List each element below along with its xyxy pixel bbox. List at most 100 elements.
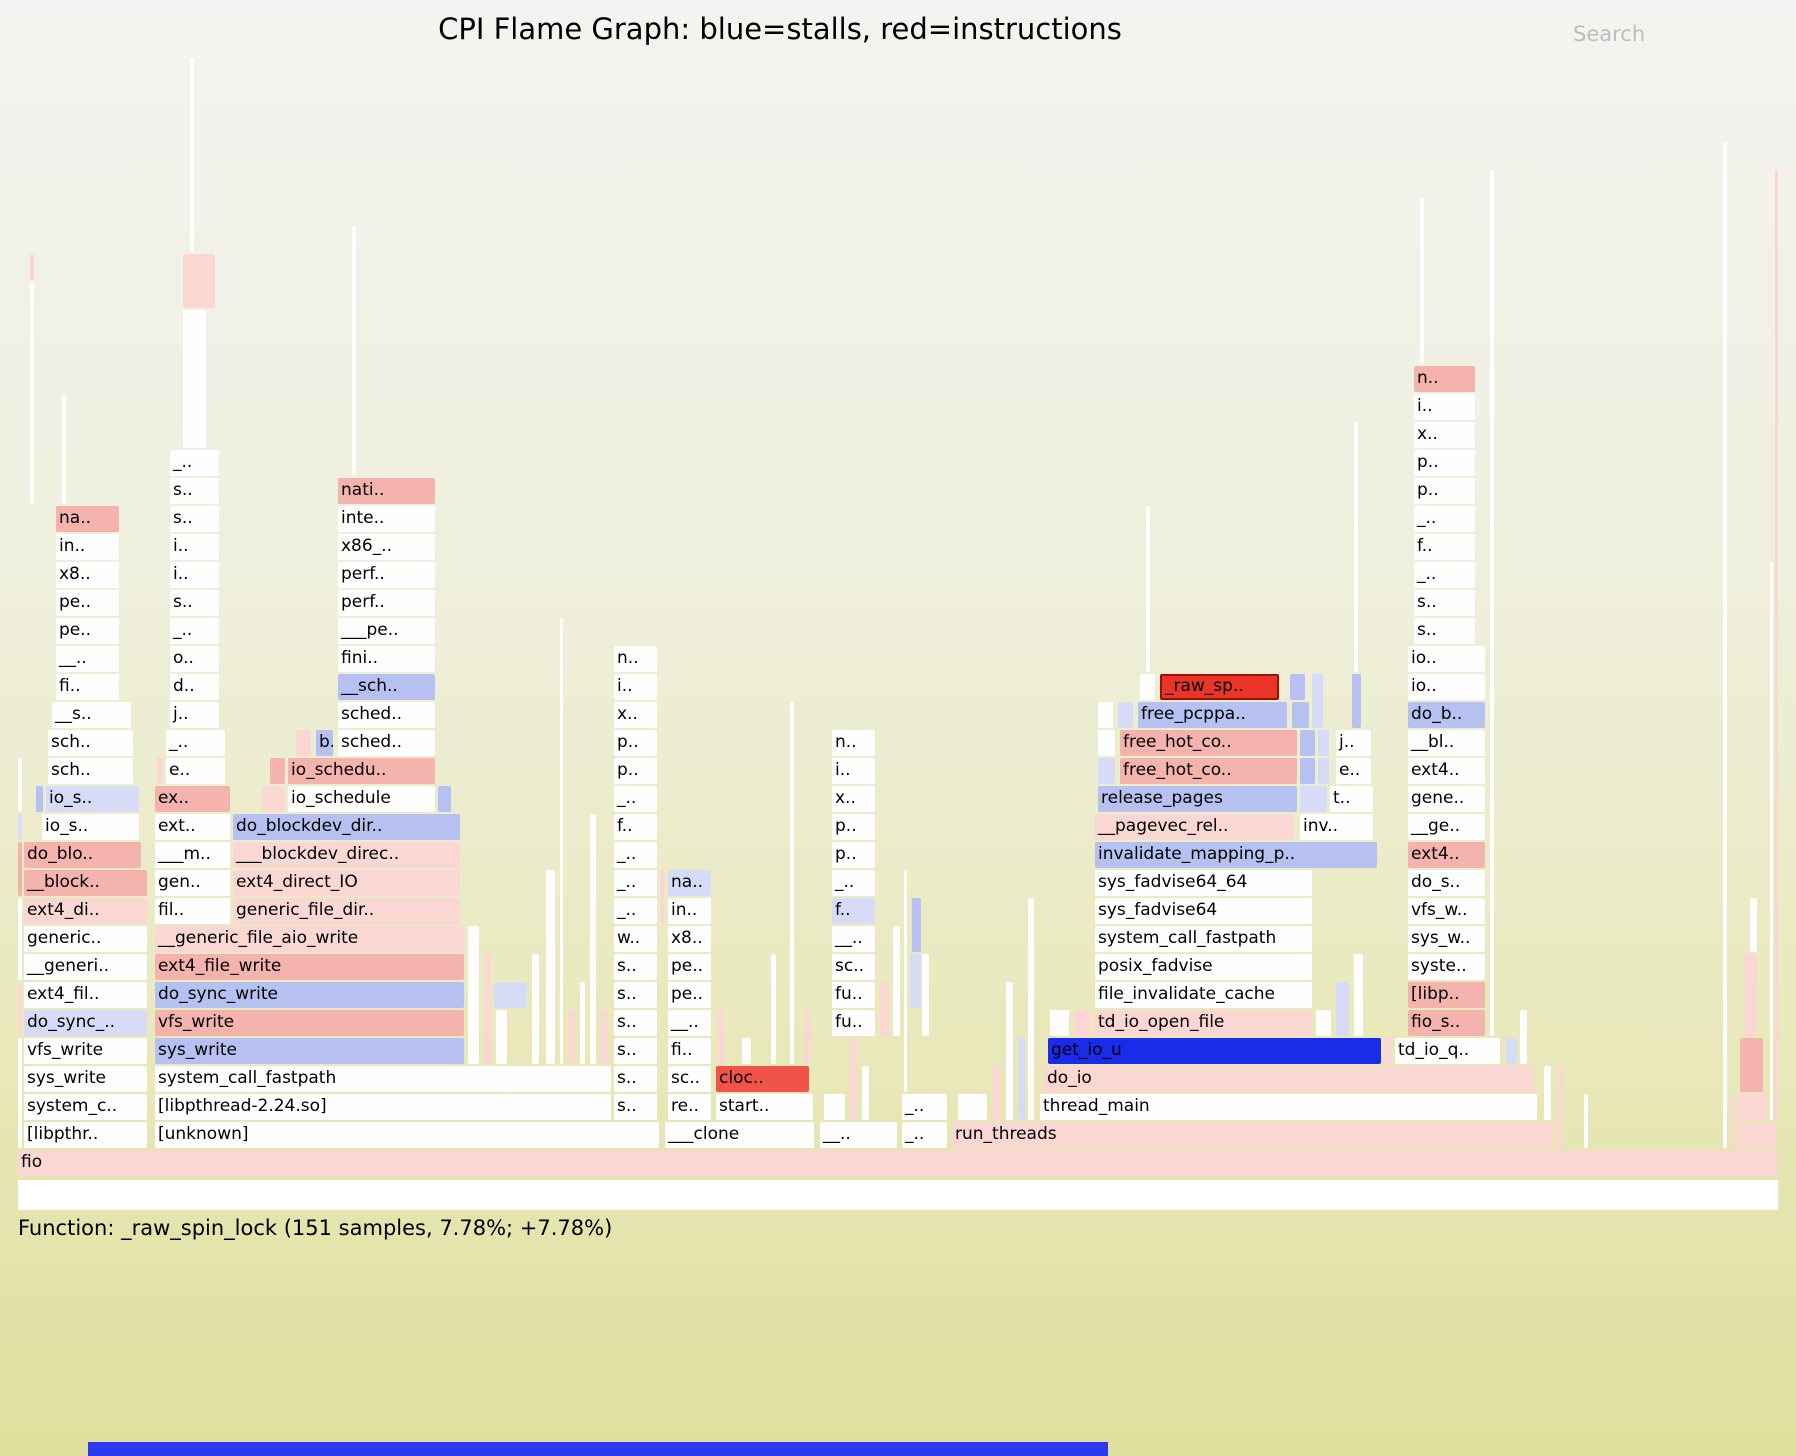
flame-frame-syste[interactable]: syste.. [1408, 954, 1485, 980]
flame-frame-io_schedu[interactable]: io_schedu.. [288, 758, 435, 784]
flame-frame[interactable] [1354, 422, 1358, 672]
flame-frame-libp[interactable]: [libp.. [1408, 982, 1485, 1008]
flame-frame[interactable] [30, 282, 34, 504]
flame-frame[interactable] [1740, 1038, 1763, 1092]
flame-frame-s[interactable]: s.. [614, 954, 657, 980]
flame-frame-fu[interactable]: fu.. [832, 1010, 875, 1036]
flame-frame[interactable] [1520, 1010, 1527, 1064]
flame-frame[interactable] [183, 310, 206, 448]
flame-frame[interactable] [30, 254, 34, 280]
flame-frame[interactable] [893, 926, 900, 1036]
flame-frame-vfs_write[interactable]: vfs_write [155, 1010, 464, 1036]
flame-frame-do_b[interactable]: do_b.. [1408, 702, 1485, 728]
flame-frame[interactable] [600, 1010, 608, 1064]
flame-frame-nati[interactable]: nati.. [338, 478, 435, 504]
flame-frame-io_s[interactable]: io_s.. [42, 814, 139, 840]
flame-frame-d[interactable]: d.. [170, 674, 219, 700]
flame-frame-free_hot_co[interactable]: free_hot_co.. [1120, 758, 1297, 784]
flame-frame-n[interactable]: n.. [832, 730, 875, 756]
flame-frame[interactable] [1336, 982, 1349, 1036]
flame-frame-ext4_direct_IO[interactable]: ext4_direct_IO [233, 870, 460, 896]
flame-frame[interactable] [1770, 562, 1773, 1120]
flame-frame-na[interactable]: na.. [56, 506, 119, 532]
flame-frame[interactable] [862, 1066, 869, 1120]
flame-frame[interactable] [18, 898, 22, 980]
flame-frame-sched[interactable]: sched.. [338, 702, 435, 728]
flame-frame[interactable] [1028, 898, 1034, 1120]
flame-frame-pe[interactable]: pe.. [668, 954, 711, 980]
flame-frame-f[interactable]: f.. [1414, 534, 1475, 560]
flame-frame[interactable] [1312, 674, 1323, 728]
flame-frame[interactable] [1352, 674, 1361, 728]
flame-frame-___pe[interactable]: ___pe.. [338, 618, 435, 644]
flame-frame-sys_w[interactable]: sys_w.. [1408, 926, 1485, 952]
flame-frame[interactable] [1420, 198, 1424, 364]
flame-frame[interactable] [190, 58, 194, 252]
flame-frame[interactable] [922, 954, 929, 1036]
flame-frame-s[interactable]: s.. [614, 982, 657, 1008]
flame-frame-sc[interactable]: sc.. [668, 1066, 711, 1092]
flame-frame-__[interactable]: __.. [56, 646, 119, 672]
flame-frame[interactable] [1300, 758, 1315, 784]
flame-frame-x8[interactable]: x8.. [56, 562, 119, 588]
flame-frame-unknown[interactable]: [unknown] [155, 1122, 659, 1148]
flame-frame[interactable] [1584, 1094, 1588, 1148]
flame-frame[interactable] [1750, 898, 1757, 952]
flame-frame-invalidate_mapping_p[interactable]: invalidate_mapping_p.. [1095, 842, 1377, 868]
flame-frame[interactable] [1098, 758, 1115, 784]
flame-frame-__pagevec_rel[interactable]: __pagevec_rel.. [1095, 814, 1294, 840]
flame-frame[interactable] [1490, 170, 1494, 1036]
flame-frame[interactable] [1506, 1038, 1517, 1064]
flame-frame-sys_write[interactable]: sys_write [24, 1066, 147, 1092]
flame-frame-sch[interactable]: sch.. [48, 730, 133, 756]
flame-frame[interactable] [1558, 1066, 1563, 1148]
flame-frame-fio[interactable]: fio [18, 1150, 1777, 1176]
flame-frame[interactable] [790, 702, 794, 1064]
flame-frame[interactable] [36, 786, 43, 812]
flame-frame-___m[interactable]: ___m.. [155, 842, 230, 868]
flame-frame-__[interactable]: __.. [820, 1122, 897, 1148]
flame-frame[interactable] [1300, 786, 1327, 812]
flame-frame-io_s[interactable]: io_s.. [46, 786, 139, 812]
flame-frame-s[interactable]: s.. [614, 1094, 657, 1120]
flame-frame[interactable] [438, 786, 451, 812]
flame-frame-n[interactable]: n.. [1414, 366, 1475, 392]
flame-frame[interactable] [270, 758, 285, 784]
flame-frame-_[interactable]: _.. [614, 898, 657, 924]
flame-frame-_[interactable]: _.. [614, 870, 657, 896]
flame-frame-pe[interactable]: pe.. [56, 618, 119, 644]
flame-frame[interactable] [904, 870, 907, 1092]
flame-frame-__[interactable]: __.. [832, 926, 875, 952]
flame-frame-sys_fadvise64_64[interactable]: sys_fadvise64_64 [1095, 870, 1312, 896]
flame-frame[interactable] [1290, 674, 1305, 700]
flame-frame-system_call_fastpath[interactable]: system_call_fastpath [155, 1066, 611, 1092]
flame-frame[interactable] [262, 786, 285, 812]
flame-frame-sc[interactable]: sc.. [832, 954, 875, 980]
flame-frame[interactable] [1544, 1066, 1551, 1120]
flame-frame-io[interactable]: io.. [1408, 674, 1485, 700]
flame-frame-s[interactable]: s.. [170, 590, 219, 616]
flame-frame-do_sync_write[interactable]: do_sync_write [155, 982, 464, 1008]
flame-frame-__generic_file_aio_write[interactable]: __generic_file_aio_write [155, 926, 464, 952]
flame-frame-file_invalidate_cache[interactable]: file_invalidate_cache [1095, 982, 1312, 1008]
flame-frame[interactable] [18, 1038, 22, 1148]
flame-frame-s[interactable]: s.. [170, 506, 219, 532]
flame-frame-thread_main[interactable]: thread_main [1040, 1094, 1537, 1120]
flame-frame-e[interactable]: e.. [166, 758, 225, 784]
flame-frame[interactable] [992, 1066, 1001, 1120]
flame-frame-i[interactable]: i.. [170, 534, 219, 560]
flame-frame-system_c[interactable]: system_c.. [24, 1094, 147, 1120]
flame-frame-n[interactable]: n.. [614, 646, 657, 672]
flame-frame-__generi[interactable]: __generi.. [24, 954, 147, 980]
flame-frame-system_call_fastpath[interactable]: system_call_fastpath [1095, 926, 1312, 952]
flame-frame-td_io_q[interactable]: td_io_q.. [1395, 1038, 1500, 1064]
flame-frame-p[interactable]: p.. [614, 758, 657, 784]
flame-frame-fini[interactable]: fini.. [338, 646, 435, 672]
flame-frame[interactable] [18, 758, 22, 812]
flame-frame-io[interactable]: io.. [1408, 646, 1485, 672]
flame-frame-__s[interactable]: __s.. [52, 702, 131, 728]
flame-frame[interactable] [1098, 702, 1113, 728]
flame-frame-do_blockdev_dir[interactable]: do_blockdev_dir.. [233, 814, 460, 840]
flame-frame-in[interactable]: in.. [56, 534, 119, 560]
flame-frame-generic[interactable]: generic.. [24, 926, 147, 952]
